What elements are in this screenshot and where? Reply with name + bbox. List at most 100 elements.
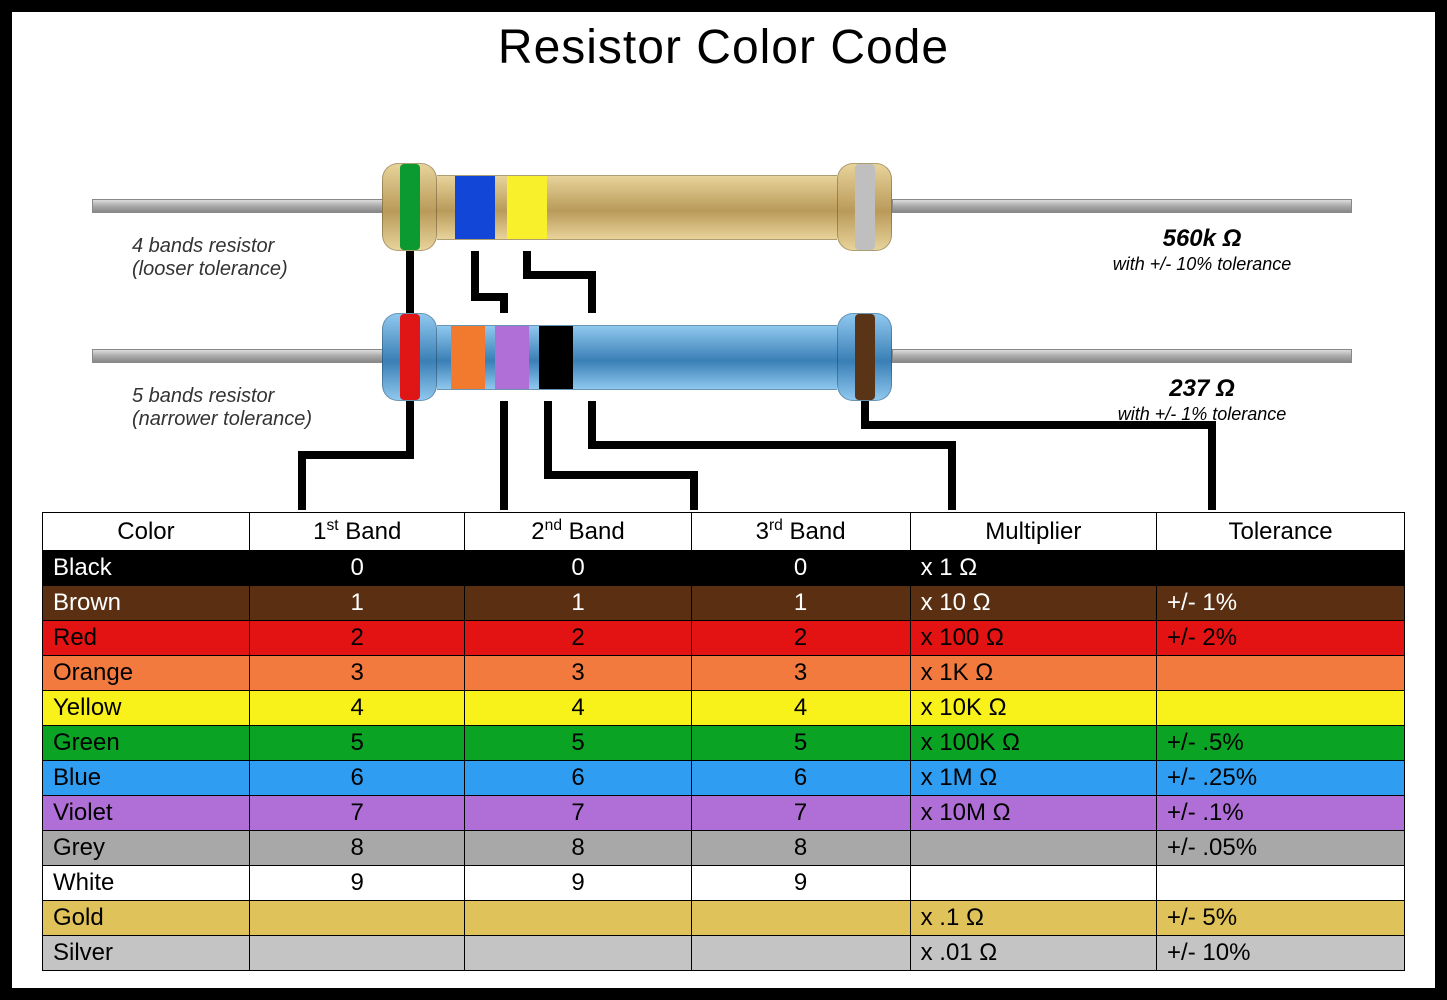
table-row: Green555x 100K Ω+/- .5% <box>43 726 1405 761</box>
color-code-table: Color1st Band2nd Band3rd BandMultiplierT… <box>42 512 1405 971</box>
band-1 <box>400 314 420 400</box>
table-cell: 3 <box>465 656 691 691</box>
table-header-row: Color1st Band2nd Band3rd BandMultiplierT… <box>43 513 1405 551</box>
tolerance-band <box>855 164 875 250</box>
wire-r2-left <box>92 349 392 363</box>
table-cell: 6 <box>465 761 691 796</box>
table-cell: 0 <box>691 551 910 586</box>
table-cell: 9 <box>691 866 910 901</box>
table-cell: 8 <box>465 831 691 866</box>
page-title: Resistor Color Code <box>12 20 1435 75</box>
table-cell: Blue <box>43 761 250 796</box>
table-header-cell: 2nd Band <box>465 513 691 551</box>
table-row: Gold x .1 Ω+/- 5% <box>43 901 1405 936</box>
table-cell: 7 <box>691 796 910 831</box>
table-cell: x 1 Ω <box>910 551 1156 586</box>
table-cell: 4 <box>465 691 691 726</box>
table-cell <box>910 866 1156 901</box>
table-cell: Gold <box>43 901 250 936</box>
tolerance-band <box>855 314 875 400</box>
table-cell: 5 <box>249 726 464 761</box>
table-header-cell: Tolerance <box>1157 513 1405 551</box>
table-cell: +/- 1% <box>1157 586 1405 621</box>
table-cell: x .1 Ω <box>910 901 1156 936</box>
band-2 <box>455 176 495 239</box>
value-4band: 560k Ω with +/- 10% tolerance <box>1072 225 1332 276</box>
label-5band: 5 bands resistor (narrower tolerance) <box>132 385 312 431</box>
table-header-cell: 3rd Band <box>691 513 910 551</box>
table-cell: 3 <box>691 656 910 691</box>
table-cell: +/- 2% <box>1157 621 1405 656</box>
table-row: Black000x 1 Ω <box>43 551 1405 586</box>
resistor-5band <box>382 313 892 401</box>
table-row: Blue666x 1M Ω+/- .25% <box>43 761 1405 796</box>
table-cell: +/- 5% <box>1157 901 1405 936</box>
table-cell: 1 <box>249 586 464 621</box>
table-cell <box>691 901 910 936</box>
table-cell: 8 <box>249 831 464 866</box>
infographic-frame: Resistor Color Code <box>0 0 1447 1000</box>
table-cell: 0 <box>465 551 691 586</box>
table-cell: 2 <box>249 621 464 656</box>
table-cell: Red <box>43 621 250 656</box>
band-4 <box>539 326 573 389</box>
table-row: Silver x .01 Ω+/- 10% <box>43 936 1405 971</box>
table-cell: 2 <box>691 621 910 656</box>
value-5band: 237 Ω with +/- 1% tolerance <box>1072 375 1332 426</box>
resistor-endcap-right <box>837 313 892 401</box>
tolerance-4band-text: with +/- 10% tolerance <box>1113 254 1292 274</box>
resistor-barrel <box>437 175 837 240</box>
table-cell: x 1M Ω <box>910 761 1156 796</box>
resistor-endcap-left <box>382 313 437 401</box>
table-cell: Brown <box>43 586 250 621</box>
resistor-endcap-left <box>382 163 437 251</box>
table-row: Red222x 100 Ω+/- 2% <box>43 621 1405 656</box>
table-cell: Grey <box>43 831 250 866</box>
label-5band-title: 5 bands resistor <box>132 385 274 407</box>
table-row: Violet777x 10M Ω+/- .1% <box>43 796 1405 831</box>
table-header-cell: 1st Band <box>249 513 464 551</box>
table-cell: +/- 10% <box>1157 936 1405 971</box>
table-cell: 8 <box>691 831 910 866</box>
table-cell: 5 <box>465 726 691 761</box>
table-cell: x 1K Ω <box>910 656 1156 691</box>
table-cell: x 10M Ω <box>910 796 1156 831</box>
table-header-cell: Color <box>43 513 250 551</box>
table-cell: +/- .1% <box>1157 796 1405 831</box>
wire-r1-right <box>892 199 1352 213</box>
resistor-4band <box>382 163 892 251</box>
table-cell: Silver <box>43 936 250 971</box>
table-cell: +/- .05% <box>1157 831 1405 866</box>
table-cell: 9 <box>465 866 691 901</box>
color-code-table-wrap: Color1st Band2nd Band3rd BandMultiplierT… <box>42 512 1405 971</box>
table-cell <box>249 936 464 971</box>
table-cell: x 100 Ω <box>910 621 1156 656</box>
table-cell: 3 <box>249 656 464 691</box>
table-cell: 7 <box>465 796 691 831</box>
label-4band: 4 bands resistor (looser tolerance) <box>132 235 288 281</box>
diagram-area: 4 bands resistor (looser tolerance) 5 ba… <box>12 75 1435 475</box>
wire-r2-right <box>892 349 1352 363</box>
label-4band-title: 4 bands resistor <box>132 235 274 257</box>
connector-lines <box>12 75 1435 535</box>
table-cell: 5 <box>691 726 910 761</box>
tolerance-5band-text: with +/- 1% tolerance <box>1118 404 1287 424</box>
table-cell <box>1157 551 1405 586</box>
wire-r1-left <box>92 199 392 213</box>
table-cell: x .01 Ω <box>910 936 1156 971</box>
table-cell: Orange <box>43 656 250 691</box>
table-cell: 9 <box>249 866 464 901</box>
label-4band-sub: (looser tolerance) <box>132 258 288 280</box>
band-2 <box>451 326 485 389</box>
table-row: Yellow444x 10K Ω <box>43 691 1405 726</box>
table-cell: 7 <box>249 796 464 831</box>
table-cell: Yellow <box>43 691 250 726</box>
table-header-cell: Multiplier <box>910 513 1156 551</box>
table-cell: 1 <box>465 586 691 621</box>
table-row: Grey888+/- .05% <box>43 831 1405 866</box>
table-cell <box>1157 691 1405 726</box>
table-row: Brown111x 10 Ω+/- 1% <box>43 586 1405 621</box>
value-5band-text: 237 Ω <box>1169 375 1234 402</box>
value-4band-text: 560k Ω <box>1163 225 1242 252</box>
band-3 <box>495 326 529 389</box>
